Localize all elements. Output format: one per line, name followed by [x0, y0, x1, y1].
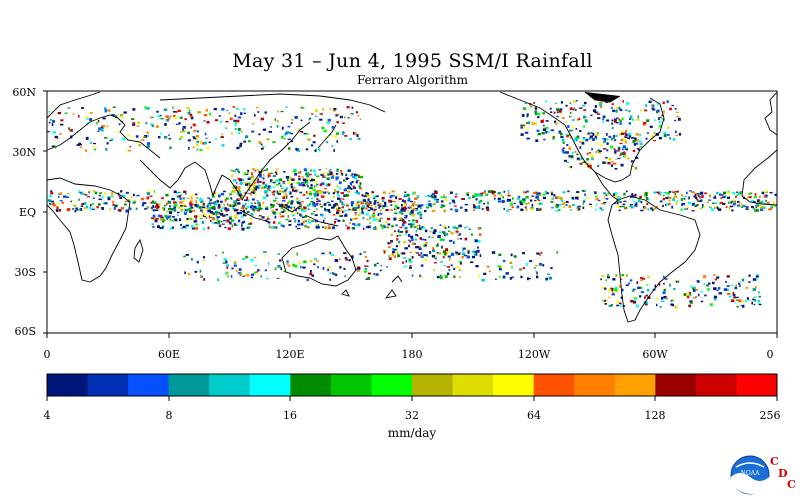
lon-label: 120W — [518, 348, 551, 361]
lon-labels: 0 60E 120E 180 120W 60W 0 — [44, 348, 774, 361]
colorbar-swatch — [452, 374, 494, 396]
colorbar-swatch — [209, 374, 251, 396]
colorbar-swatch — [168, 374, 210, 396]
colorbar-swatch — [614, 374, 656, 396]
colorbar-swatch — [533, 374, 575, 396]
lat-label: 60S — [14, 325, 36, 338]
coastlines — [46, 91, 778, 323]
lon-label: 60E — [158, 348, 180, 361]
lat-label: 60N — [12, 86, 36, 99]
colorbar-tick-label: 16 — [283, 409, 297, 422]
colorbar-tick-label: 64 — [527, 409, 541, 422]
colorbar-swatch — [736, 374, 778, 396]
lon-label: 0 — [44, 348, 51, 361]
cdc-letter: C — [787, 478, 796, 491]
colorbar-swatch — [371, 374, 413, 396]
colorbar-tick-label: 256 — [760, 409, 781, 422]
colorbar-swatch — [695, 374, 737, 396]
colorbar-swatch — [249, 374, 291, 396]
colorbar-tick-label: 4 — [44, 409, 51, 422]
colorbar — [47, 374, 778, 396]
lon-label: 120E — [275, 348, 304, 361]
colorbar-swatch — [330, 374, 372, 396]
map-subtitle: Ferraro Algorithm — [356, 73, 469, 87]
colorbar-tick-labels: 4 8 16 32 64 128 256 — [44, 409, 781, 422]
colorbar-swatch — [87, 374, 129, 396]
noaa-logo-text: NOAA — [741, 470, 761, 477]
rainfall-pixels — [47, 100, 778, 309]
lon-label: 0 — [767, 348, 774, 361]
cdc-letter: C — [770, 455, 779, 468]
lat-labels: 60N 30N EQ 30S 60S — [12, 86, 36, 338]
axis-ticks — [43, 90, 778, 338]
lat-label: EQ — [19, 206, 36, 219]
lat-label: 30N — [12, 146, 36, 159]
colorbar-swatch — [128, 374, 170, 396]
colorbar-swatch — [290, 374, 332, 396]
map-title: May 31 – Jun 4, 1995 SSM/I Rainfall — [232, 50, 593, 72]
noaa-logo: NOAA — [730, 455, 770, 495]
colorbar-tick-label: 32 — [405, 409, 419, 422]
lon-label: 180 — [402, 348, 423, 361]
colorbar-swatch — [493, 374, 535, 396]
colorbar-tick-label: 128 — [645, 409, 666, 422]
lon-label: 60W — [642, 348, 668, 361]
colorbar-unit-label: mm/day — [387, 426, 437, 440]
colorbar-swatch — [574, 374, 616, 396]
colorbar-ticks — [46, 396, 778, 401]
colorbar-swatch — [412, 374, 454, 396]
colorbar-swatch — [47, 374, 89, 396]
lat-label: 30S — [14, 266, 36, 279]
cdc-letter: D — [778, 467, 788, 480]
colorbar-swatch — [655, 374, 697, 396]
colorbar-tick-label: 8 — [166, 409, 173, 422]
